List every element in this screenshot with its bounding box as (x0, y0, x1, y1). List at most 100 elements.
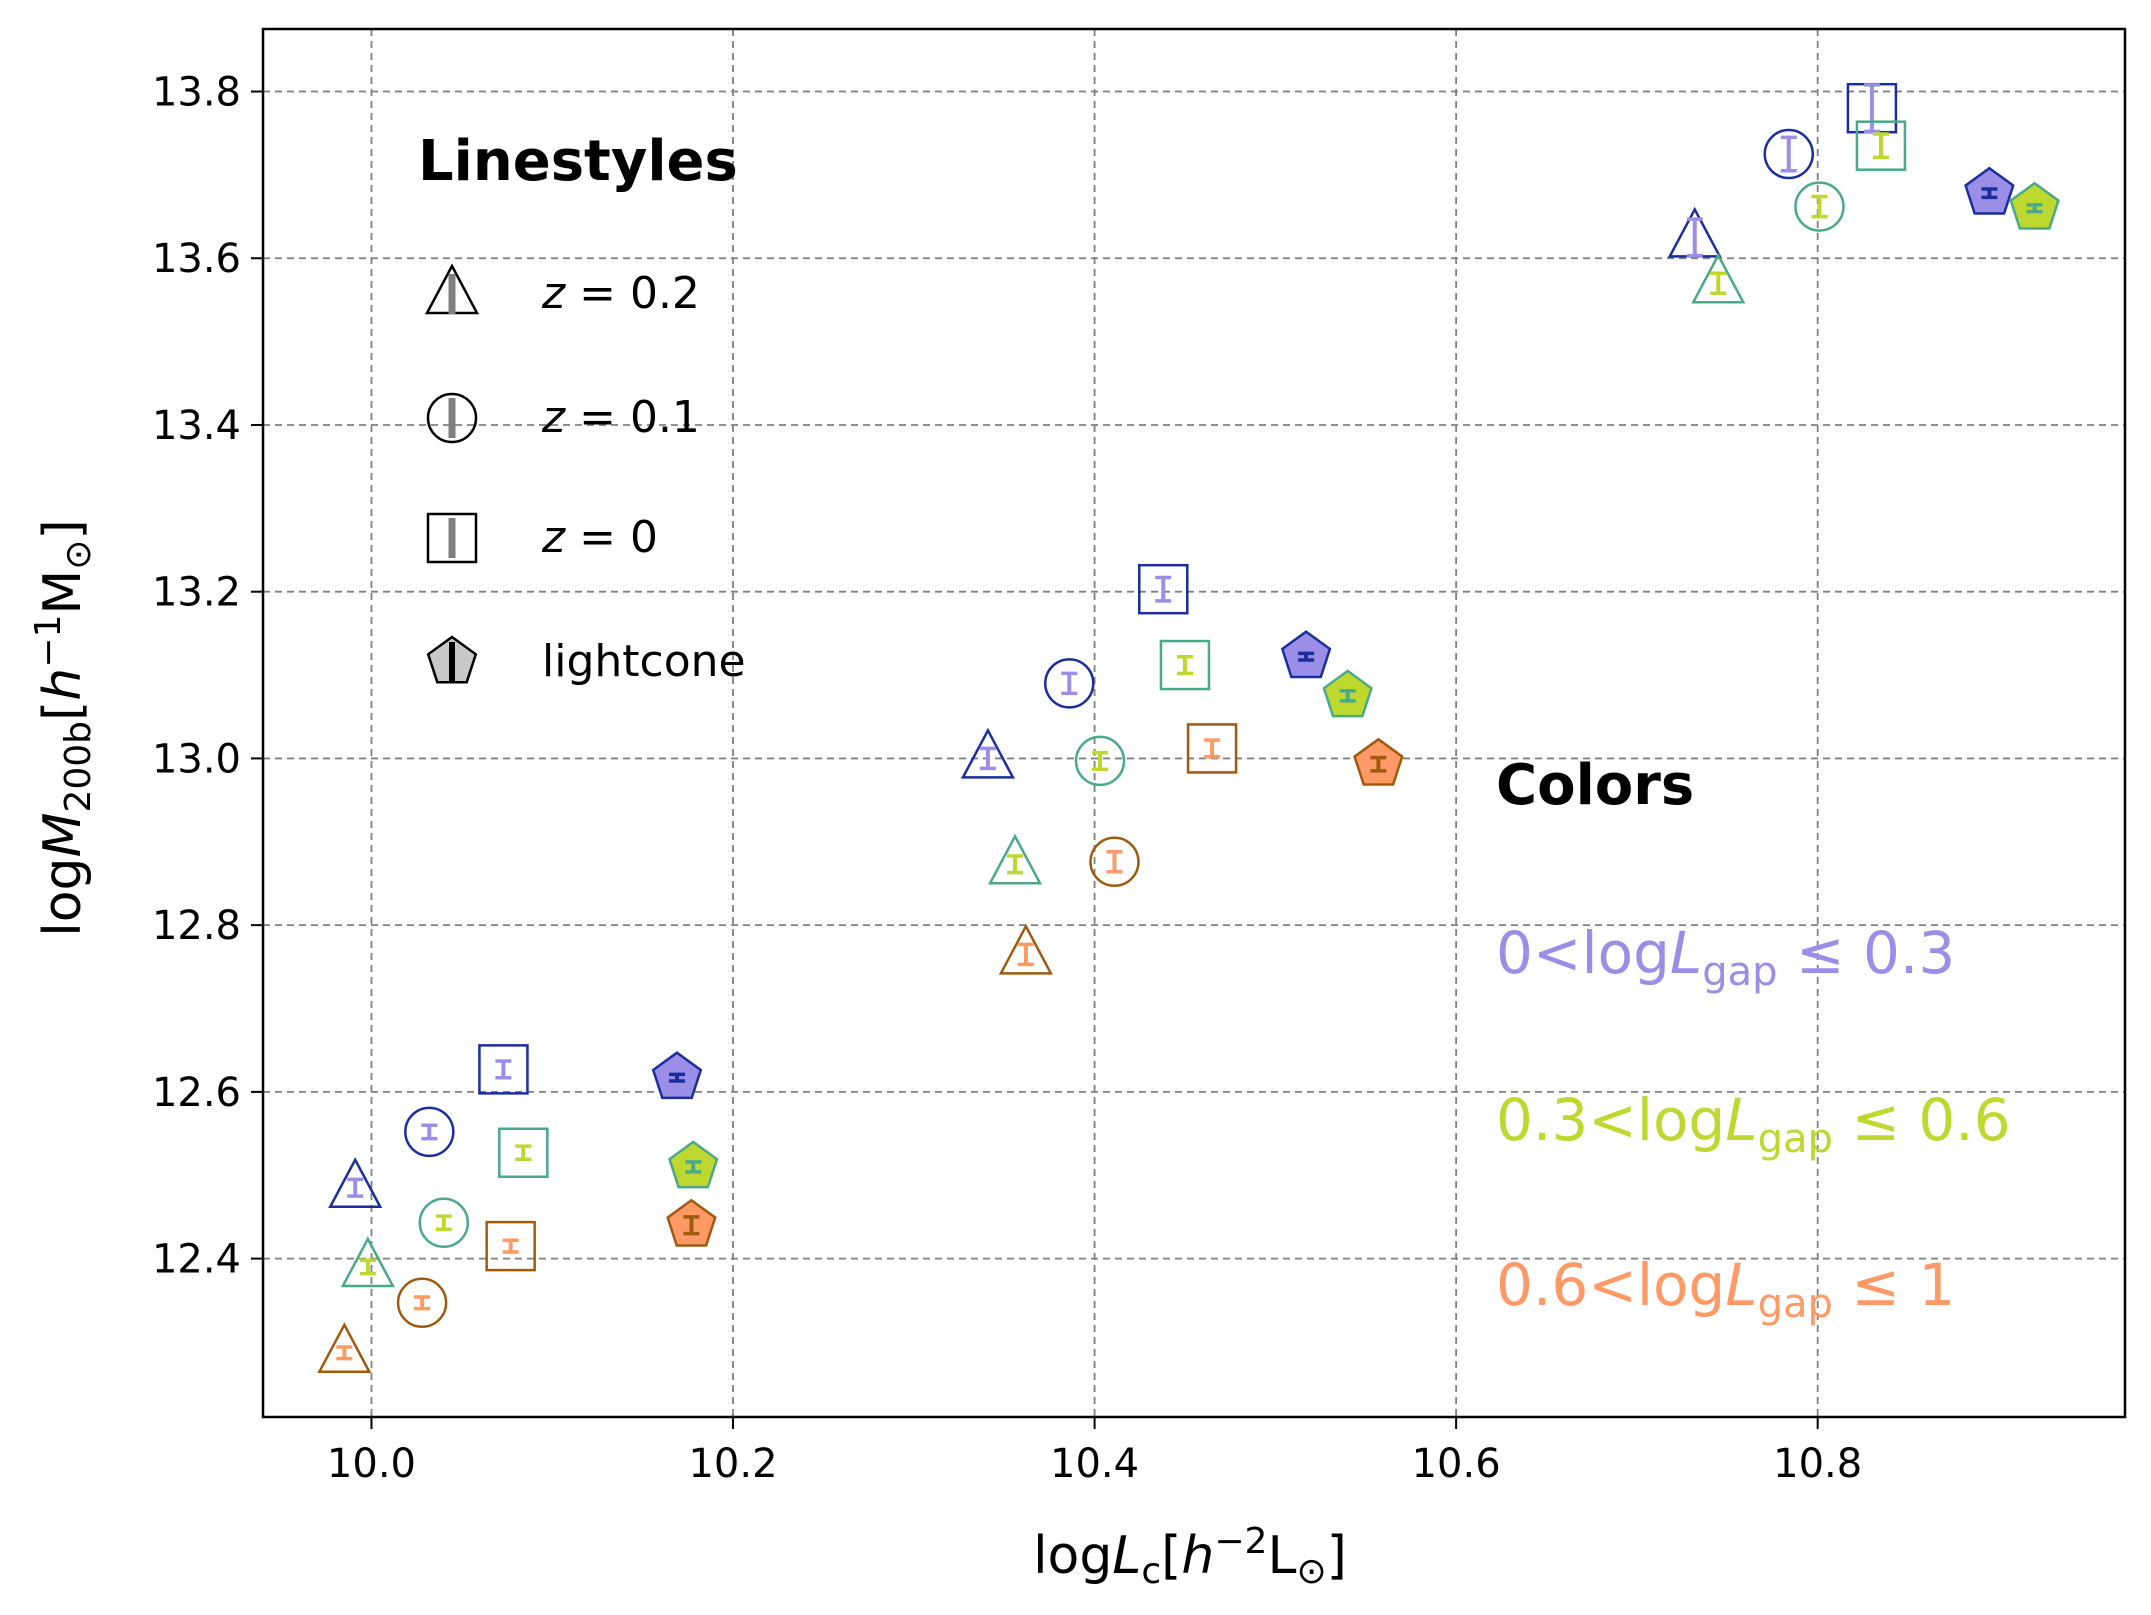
square-marker (1186, 723, 1238, 774)
x-axis-label: logLc[h−2L⊙] (1033, 1521, 1347, 1592)
error-bar (515, 1144, 532, 1162)
series-gap2-triangle (340, 252, 1746, 1288)
y-tick-label: 12.4 (152, 1237, 241, 1283)
triangle-marker (998, 923, 1053, 975)
y-tick-label: 13.4 (152, 403, 241, 449)
data-point (651, 1051, 703, 1100)
legend-colors: Colors 0<logLgap ≤ 0.3 0.3<logLgap ≤ 0.6 0… (1496, 753, 2011, 1327)
x-tick-label: 10.2 (688, 1441, 777, 1487)
data-point (2009, 181, 2060, 230)
legend-label: z = 0.1 (541, 392, 700, 443)
legend-entry-pentagon: lightcone (426, 635, 746, 687)
series-gap1-circle (404, 128, 1815, 1158)
data-marks (317, 82, 2060, 1374)
legend-label: z = 0.2 (541, 268, 700, 319)
legend-entry-square: z = 0 (426, 512, 658, 564)
square-marker (1138, 563, 1189, 615)
error-bar (668, 1072, 685, 1083)
x-tick-label: 10.0 (327, 1441, 416, 1487)
legend-colors-title: Colors (1496, 753, 1694, 818)
error-bar (347, 1177, 364, 1198)
circle-marker (1074, 735, 1126, 787)
error-bar (1339, 689, 1356, 703)
circle-marker (418, 1197, 470, 1249)
square-marker (1159, 639, 1211, 691)
plot-frame (261, 27, 2127, 1419)
series-gap2-circle (418, 181, 1845, 1249)
square-marker (1855, 120, 1907, 171)
error-bar (1176, 654, 1193, 676)
error-bar (2026, 203, 2043, 214)
data-point (478, 1044, 529, 1095)
error-bar (683, 1215, 700, 1236)
triangle-marker (987, 833, 1043, 885)
error-bar (1370, 755, 1387, 773)
legend-color-gap1: 0<logLgap ≤ 0.3 (1496, 919, 1955, 995)
series-gap3-square (485, 723, 1238, 1272)
data-point (1138, 563, 1189, 615)
error-bar (1298, 651, 1315, 662)
legend-label: z = 0 (541, 512, 658, 563)
data-point (1280, 630, 1332, 679)
y-tick-label: 12.8 (152, 903, 241, 949)
triangle-marker (1691, 252, 1746, 304)
triangle-marker (317, 1322, 372, 1374)
data-point (1159, 639, 1211, 691)
y-tick-label: 13.0 (152, 736, 241, 782)
data-point (987, 833, 1043, 885)
circle-marker (1044, 658, 1095, 709)
data-point (668, 1140, 719, 1189)
error-bar (435, 1214, 452, 1232)
data-point (1691, 252, 1746, 304)
error-bar (979, 746, 996, 771)
error-bar (359, 1258, 376, 1276)
square-marker (478, 1044, 529, 1095)
data-point (498, 1127, 549, 1178)
error-bar (1872, 132, 1889, 160)
data-point (418, 1197, 470, 1249)
error-bar (1106, 850, 1123, 874)
y-tick-label: 13.8 (152, 70, 241, 116)
error-bar (502, 1238, 519, 1254)
series-gap2-pentagon (668, 181, 2060, 1189)
data-point (998, 923, 1053, 975)
triangle-marker (340, 1236, 395, 1288)
data-point (1846, 82, 1898, 134)
legend-entry-circle: z = 0.1 (426, 392, 700, 444)
error-bar (1155, 575, 1172, 603)
legend-color-gap2: 0.3<logLgap ≤ 0.6 (1496, 1086, 2011, 1162)
legend-square-icon (426, 512, 478, 564)
data-point (328, 1157, 383, 1209)
error-bar (1686, 217, 1703, 258)
circle-marker (396, 1277, 448, 1329)
error-bar (336, 1345, 353, 1361)
axis-ticks: 10.0 10.2 10.4 10.6 10.8 12.4 12.6 12.8 13.0 13.2… (152, 70, 1862, 1487)
data-point (1855, 120, 1907, 171)
triangle-marker (328, 1157, 383, 1209)
data-point (960, 727, 1015, 779)
data-point (1763, 128, 1815, 180)
series-gap3-pentagon (666, 737, 1404, 1247)
legend-circle-icon (426, 392, 478, 444)
error-bar (1981, 187, 1998, 200)
circle-marker (1763, 128, 1815, 180)
data-point (404, 1106, 455, 1158)
x-tick-label: 10.8 (1773, 1441, 1862, 1487)
circle-marker (1089, 836, 1140, 888)
square-marker (498, 1127, 549, 1178)
x-tick-label: 10.4 (1050, 1441, 1139, 1487)
error-bar (1204, 738, 1221, 759)
data-point (1089, 836, 1140, 888)
legend-linestyles: Linestyles z = 0.2 z = 0.1 z = 0 lightcone (418, 129, 746, 687)
square-marker (485, 1220, 536, 1272)
data-point (340, 1236, 395, 1288)
triangle-marker (960, 727, 1015, 779)
data-point (1074, 735, 1126, 787)
error-bar (414, 1295, 431, 1311)
data-point (1186, 723, 1238, 774)
y-tick-label: 13.2 (152, 570, 241, 616)
error-bar (1811, 194, 1828, 219)
data-point (396, 1277, 448, 1329)
data-point (1964, 166, 2015, 215)
